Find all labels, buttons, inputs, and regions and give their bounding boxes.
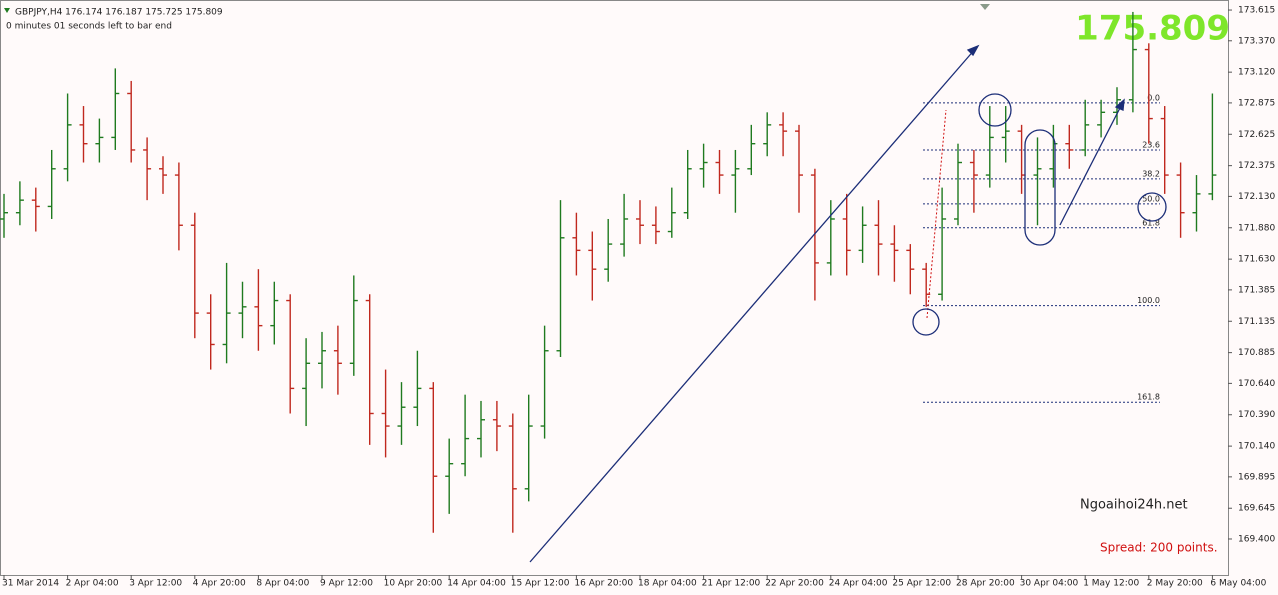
y-tick-label: 169.645: [1238, 504, 1275, 514]
x-tick-label: 9 Apr 12:00: [320, 579, 373, 589]
x-tick-label: 6 May 04:00: [1210, 579, 1266, 589]
y-tick-label: 173.120: [1238, 68, 1275, 78]
x-tick-label: 3 Apr 12:00: [129, 579, 182, 589]
symbol-marker: [4, 8, 10, 13]
y-tick-label: 172.375: [1238, 161, 1275, 171]
y-tick-label: 170.390: [1238, 410, 1275, 420]
y-tick-label: 170.640: [1238, 379, 1275, 389]
fib-label: 61.8: [1142, 218, 1160, 227]
x-tick-label: 22 Apr 20:00: [765, 579, 824, 589]
fib-label: 161.8: [1137, 393, 1160, 402]
x-tick-label: 8 Apr 04:00: [256, 579, 309, 589]
fib-label: 0.0: [1147, 93, 1160, 102]
highlight-oval: [1024, 129, 1056, 246]
spread: Spread: 200 points.: [1100, 541, 1218, 555]
last-price: 175.809: [1075, 9, 1230, 49]
trend-arrow: [1059, 103, 1123, 226]
x-tick-label: 1 May 12:00: [1083, 579, 1139, 589]
arrow-head: [1114, 98, 1125, 111]
y-tick-label: 171.880: [1238, 223, 1275, 233]
x-tick-label: 31 Mar 2014: [2, 579, 59, 589]
chart-subtitle: 0 minutes 01 seconds left to bar end: [6, 22, 172, 32]
arrow-head: [966, 44, 980, 57]
y-tick-label: 173.370: [1238, 36, 1275, 46]
x-tick-label: 16 Apr 20:00: [574, 579, 633, 589]
fib-label: 100.0: [1137, 296, 1160, 305]
x-tick-label: 2 Apr 04:00: [66, 579, 119, 589]
y-tick-label: 170.885: [1238, 348, 1275, 358]
y-tick-label: 172.625: [1238, 130, 1275, 140]
fib-label: 23.6: [1142, 140, 1160, 149]
x-tick-label: 10 Apr 20:00: [384, 579, 443, 589]
annotations: [529, 44, 1167, 563]
y-tick-label: 170.140: [1238, 442, 1275, 452]
fib-label: 38.2: [1142, 169, 1160, 178]
x-tick-label: 25 Apr 12:00: [892, 579, 951, 589]
chart-title: GBPJPY,H4 176.174 176.187 175.725 175.80…: [15, 8, 223, 18]
x-tick-label: 18 Apr 04:00: [638, 579, 697, 589]
highlight-circle: [978, 93, 1012, 127]
fib-base-line: [926, 109, 947, 319]
y-tick-label: 172.130: [1238, 192, 1275, 202]
y-tick-label: 171.630: [1238, 255, 1275, 265]
x-tick-label: 14 Apr 04:00: [447, 579, 506, 589]
plot-frame: [0, 0, 1229, 576]
x-tick-label: 2 May 20:00: [1147, 579, 1203, 589]
y-tick-label: 171.135: [1238, 317, 1275, 327]
highlight-circle: [912, 308, 940, 336]
watermark: Ngoaihoi24h.net: [1080, 498, 1188, 513]
y-tick-label: 173.615: [1238, 6, 1275, 16]
x-tick-label: 4 Apr 20:00: [193, 579, 246, 589]
y-tick-label: 171.385: [1238, 285, 1275, 295]
y-tick-label: 169.895: [1238, 472, 1275, 482]
trend-arrow: [529, 47, 977, 563]
fib-label: 50.0: [1142, 194, 1160, 203]
x-tick-label: 30 Apr 04:00: [1020, 579, 1079, 589]
x-tick-label: 15 Apr 12:00: [511, 579, 570, 589]
x-tick-label: 28 Apr 20:00: [956, 579, 1015, 589]
highlight-circle: [1137, 192, 1167, 222]
y-tick-label: 172.875: [1238, 98, 1275, 108]
x-tick-label: 24 Apr 04:00: [829, 579, 888, 589]
shift-marker: [980, 4, 990, 10]
y-tick-label: 169.400: [1238, 534, 1275, 544]
x-tick-label: 21 Apr 12:00: [702, 579, 761, 589]
